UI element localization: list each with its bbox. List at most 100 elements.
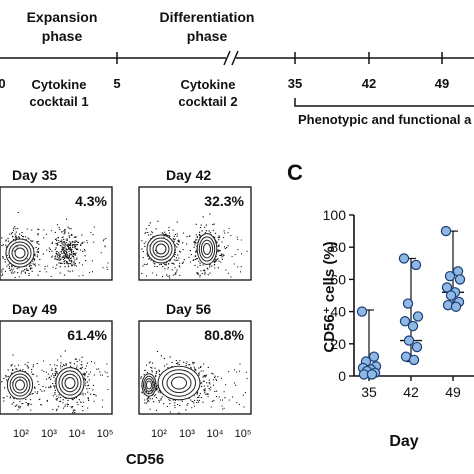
density-contour [149, 237, 173, 261]
y-axis-label: CD56⁺ cells (%) [321, 241, 338, 352]
timeline-break-mark-1 [223, 50, 231, 66]
density-contour [146, 234, 176, 264]
y-tick-label: 100 [323, 207, 347, 223]
timeline-tick-label-5: 5 [113, 76, 120, 91]
data-point [440, 225, 452, 237]
timeline-tick-label-35: 35 [288, 76, 302, 91]
density-contour [55, 367, 85, 399]
panel-c-letter: C [287, 160, 303, 185]
flow-cloud-day42 [141, 213, 248, 279]
data-point [444, 270, 456, 282]
x-tick-label: 49 [445, 384, 461, 400]
flow-day-label-49: Day 49 [12, 301, 57, 317]
density-contour [12, 376, 28, 394]
flow-panel-box-day56 [138, 320, 252, 415]
density-contour [8, 241, 32, 265]
differentiation-phase-label-line2: phase [187, 28, 228, 44]
density-contour [171, 376, 187, 390]
timeline-tick-label-0: 0 [0, 76, 6, 91]
density-contour [58, 370, 82, 396]
timeline-tick-label-42: 42 [362, 76, 376, 91]
flow-x-tick-left-1e2: 10² [13, 428, 29, 440]
density-contour [61, 373, 79, 393]
density-contour [6, 370, 34, 400]
y-tick-label: 0 [338, 368, 346, 384]
data-point [441, 282, 453, 293]
flow-panels: Day 35 Day 42 Day 49 Day 56 4.3% 32.3% 6… [0, 167, 252, 468]
flow-percent-day35: 4.3% [75, 193, 107, 209]
data-point [412, 311, 424, 322]
data-point [403, 335, 415, 346]
x-axis-label: Day [389, 433, 418, 450]
flow-panel-box-day49 [0, 320, 113, 415]
flow-panel-box-day42 [138, 186, 252, 281]
flow-day-label-35: Day 35 [12, 167, 57, 183]
data-point [411, 341, 423, 353]
data-point [407, 320, 419, 332]
x-tick-label: 35 [361, 384, 377, 400]
flow-percent-day42: 32.3% [204, 193, 244, 209]
density-contour [166, 372, 192, 394]
expansion-phase-label-line2: phase [42, 28, 83, 44]
flow-cloud-day35 [1, 211, 109, 279]
expansion-phase-label-line1: Expansion [27, 9, 98, 25]
timeline: Expansion phase Differentiation phase 0 … [0, 9, 474, 127]
scatter-plot: 0 20 40 60 80 100 35 42 49 [323, 207, 474, 400]
analysis-label: Phenotypic and functional a [298, 112, 472, 127]
flow-cloud-day49 [1, 350, 109, 414]
flow-panel-box-day35 [0, 186, 113, 281]
density-contour [155, 243, 167, 255]
density-contour [203, 243, 211, 255]
differentiation-phase-label-line1: Differentiation [160, 9, 255, 25]
flow-x-tick-left-1e3: 10³ [41, 428, 57, 440]
density-contour [162, 369, 196, 397]
density-contour [146, 380, 152, 390]
analysis-bracket [294, 98, 474, 107]
x-tick-label: 42 [403, 384, 419, 400]
data-point [408, 354, 420, 366]
timeline-break-gap [226, 52, 236, 64]
cocktail1-label-line1: Cytokine [32, 77, 87, 92]
flow-x-tick-right-1e4: 10⁴ [207, 428, 224, 440]
data-point [445, 290, 457, 301]
timeline-tick-label-49: 49 [435, 76, 449, 91]
flow-day-label-56: Day 56 [166, 301, 211, 317]
timeline-break-mark-2 [231, 50, 239, 66]
event-dots [6, 218, 107, 278]
flow-percent-day56: 80.8% [204, 327, 244, 343]
panel-c: C CD56⁺ cells (%) Day 0 20 40 60 80 100 35 42 49 [287, 160, 474, 450]
data-point [410, 259, 422, 271]
y-tick-label: 80 [330, 239, 346, 255]
data-point [356, 306, 368, 317]
flow-x-tick-left-1e5: 10⁵ [97, 428, 114, 440]
density-contour [200, 239, 214, 259]
data-point [450, 301, 462, 312]
flow-percent-day49: 61.4% [67, 327, 107, 343]
density-contour [144, 378, 154, 392]
y-tick-label: 60 [330, 271, 346, 287]
flow-day-label-42: Day 42 [166, 167, 211, 183]
data-point [398, 253, 410, 264]
y-tick-label: 40 [330, 304, 346, 320]
density-contour [152, 240, 170, 258]
y-tick-label: 20 [330, 336, 346, 352]
cocktail1-label-line2: cocktail 1 [29, 94, 88, 109]
flow-cloud-day56 [140, 350, 248, 414]
flow-x-tick-left-1e4: 10⁴ [69, 428, 86, 440]
density-contour [5, 238, 35, 268]
cocktail2-label-line1: Cytokine [181, 77, 236, 92]
density-contour [196, 233, 218, 265]
density-contour [11, 244, 29, 262]
cocktail2-label-line2: cocktail 2 [178, 94, 237, 109]
flow-x-axis: 10² 10³ 10⁴ 10⁵ 10² 10³ 10⁴ 10⁵ CD56 [13, 428, 251, 468]
flow-x-tick-right-1e2: 10² [151, 428, 167, 440]
density-contour [14, 247, 26, 259]
density-contour [157, 365, 201, 401]
density-contour [64, 377, 76, 389]
data-point [399, 316, 411, 327]
flow-density-plots [1, 211, 248, 414]
data-point [454, 274, 466, 285]
data-point [366, 369, 378, 380]
density-contour [9, 373, 31, 397]
